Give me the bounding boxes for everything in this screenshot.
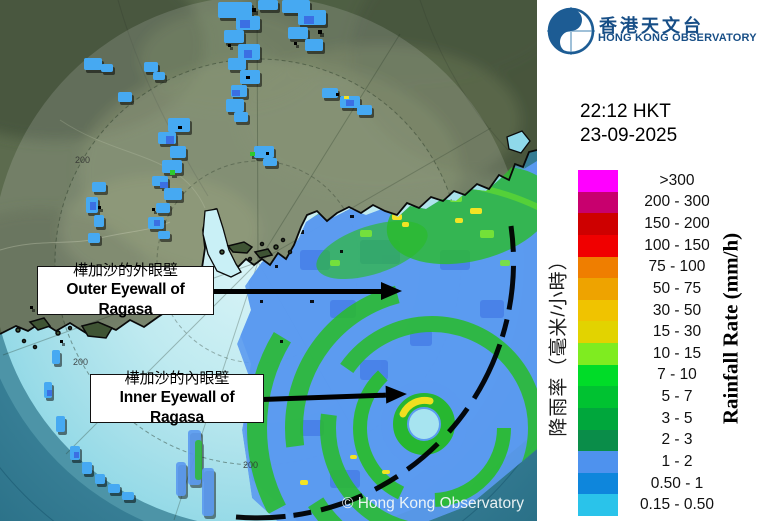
- svg-text:200: 200: [73, 357, 88, 367]
- callout-outer-eyewall-en: Outer Eyewall of Ragasa: [66, 281, 185, 319]
- callout-outer-eyewall: 樺加沙的外眼壁 Outer Eyewall of Ragasa: [37, 262, 214, 318]
- rain-echoes-southwest: [30, 298, 214, 516]
- legend-color-swatch: [578, 321, 618, 343]
- rain-echoes-north: [84, 0, 372, 243]
- svg-text:200: 200: [75, 155, 90, 165]
- legend-row-label: 50 - 75: [652, 279, 702, 297]
- legend-color-swatch: [578, 234, 618, 257]
- timestamp: 22:12 HKT 23-09-2025: [580, 100, 677, 148]
- islands: [15, 237, 293, 350]
- hko-logo-title-zh: 香港天文台: [599, 16, 704, 36]
- timestamp-date: 23-09-2025: [580, 125, 678, 146]
- callout-outer-eyewall-zh: 樺加沙的外眼壁: [72, 262, 178, 280]
- legend-row-label: 1 - 2: [661, 452, 693, 470]
- hko-logo-title-en: HONG KONG OBSERVATORY: [598, 32, 757, 44]
- inner-eyewall-yellow-arc: [399, 396, 434, 418]
- legend-color-swatch: [578, 472, 618, 495]
- legend-title-zh: 降雨率（毫米/小時）: [548, 250, 570, 437]
- legend-title-en: Rainfall Rate (mm/h): [718, 232, 743, 425]
- coastline: [0, 149, 537, 335]
- side-panel: [537, 0, 759, 526]
- legend-row-label: 0.50 - 1: [650, 474, 704, 492]
- legend-color-swatch: [578, 343, 618, 365]
- range-ring-labels: 200 200 200: [73, 155, 258, 470]
- svg-text:200: 200: [243, 460, 258, 470]
- legend-row-label: 3 - 5: [661, 409, 693, 427]
- callout-inner-eyewall: 樺加沙的內眼壁 Inner Eyewall of Ragasa: [90, 370, 264, 426]
- legend-color-swatch: [578, 256, 618, 279]
- legend-row-label: 10 - 15: [652, 344, 702, 362]
- hko-logo-icon: [547, 7, 595, 55]
- legend-color-swatch: [578, 213, 618, 235]
- coverage-edge-echo: [235, 225, 517, 521]
- legend-row-label: 5 - 7: [661, 388, 693, 406]
- typhoon-eye: [381, 381, 467, 467]
- legend-color-swatch: [578, 170, 618, 192]
- legend-color-swatch: [578, 494, 618, 516]
- legend-color-swatch: [578, 429, 618, 452]
- legend-color-swatch: [578, 386, 618, 408]
- map-copyright: © Hong Kong Observatory: [342, 495, 524, 512]
- legend-color-bar: [578, 170, 618, 516]
- legend-row-label: 30 - 50: [652, 301, 702, 319]
- coastal-bay: [506, 130, 531, 154]
- legend-row-label: 7 - 10: [657, 366, 697, 384]
- legend-color-swatch: [578, 364, 618, 387]
- legend-color-swatch: [578, 191, 618, 214]
- legend-row-label: 15 - 30: [652, 323, 702, 341]
- legend-row-label: 200 - 300: [644, 193, 710, 211]
- legend-color-swatch: [578, 278, 618, 300]
- timestamp-time: 22:12 HKT: [580, 101, 671, 122]
- legend-row-label: 2 - 3: [661, 431, 693, 449]
- legend-row-label: 150 - 200: [644, 215, 710, 233]
- callout-inner-eyewall-en: Inner Eyewall of Ragasa: [119, 389, 235, 427]
- legend-color-swatch: [578, 407, 618, 430]
- legend-row-label: >300: [659, 171, 695, 189]
- pearl-river-estuary: [202, 208, 242, 278]
- legend-row-label: 0.15 - 0.50: [639, 496, 715, 514]
- legend-row-label: 75 - 100: [648, 258, 706, 276]
- outer-eyewall-arrow: [212, 289, 381, 294]
- legend-row-label: 100 - 150: [644, 236, 710, 254]
- legend-color-swatch: [578, 299, 618, 322]
- legend-labels: >300 200 - 300 150 - 200 100 - 150 75 - 100 5…: [618, 170, 736, 516]
- legend-color-swatch: [578, 451, 618, 473]
- callout-inner-eyewall-zh: 樺加沙的內眼壁: [124, 370, 230, 388]
